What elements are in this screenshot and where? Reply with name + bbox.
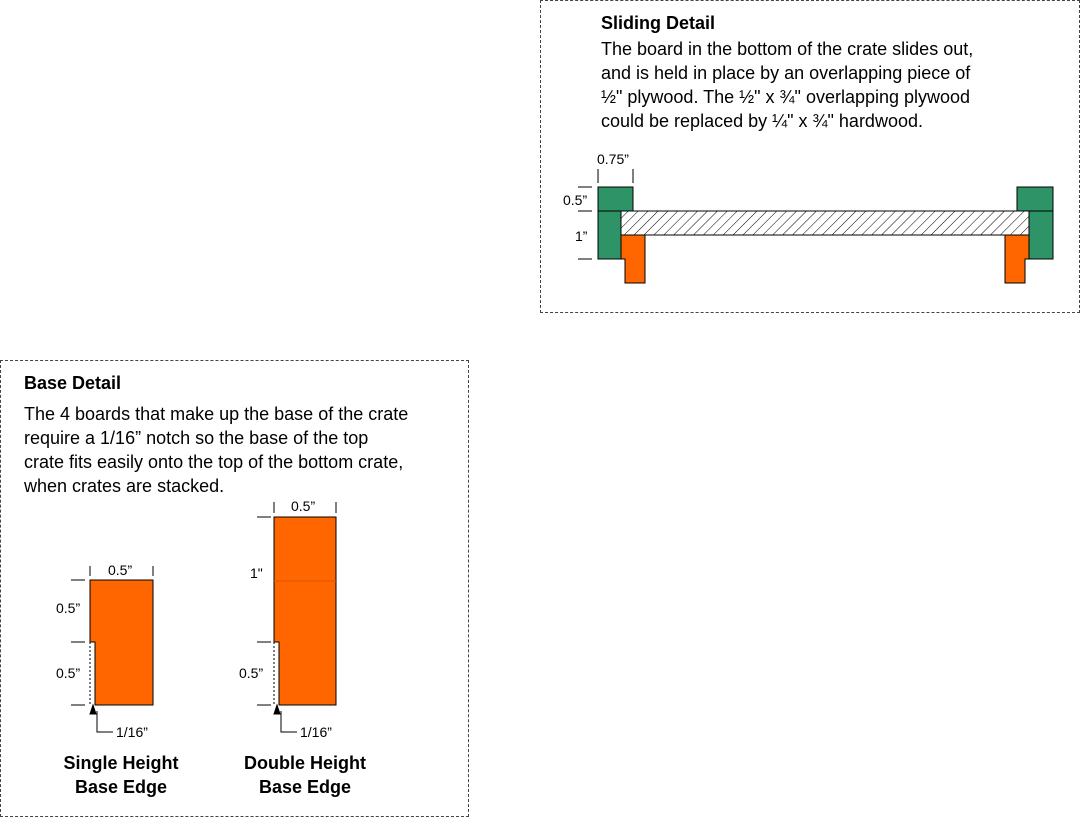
sliding-detail-panel: Sliding Detail The board in the bottom o… — [540, 0, 1080, 313]
double-lower-height-label: 0.5” — [239, 665, 263, 681]
sliding-detail-line-3: ½" plywood. The ½" x ¾" overlapping plyw… — [601, 87, 971, 107]
left-base-edge — [620, 234, 646, 284]
right-side-board — [1028, 210, 1054, 260]
single-dimension-ticks — [71, 566, 154, 733]
double-height-board — [273, 516, 337, 706]
sliding-detail-line-1: The board in the bottom of the crate sli… — [601, 39, 974, 59]
sliding-bottom-board — [620, 210, 1030, 236]
sliding-middle-height-label: 1” — [575, 228, 588, 244]
single-upper-height-label: 0.5” — [56, 600, 80, 616]
single-notch-arrow — [89, 703, 97, 715]
sliding-detail-diagram: 0.75” 0.5” 1” — [563, 151, 1054, 284]
right-top-strip — [1016, 186, 1054, 212]
left-side-board — [597, 210, 622, 260]
double-caption-line-1: Double Height — [244, 753, 366, 773]
single-height-diagram: 0.5” 0.5” 0.5” 1/16” Single Height Base … — [56, 562, 179, 797]
base-detail-title: Base Detail — [24, 373, 122, 393]
sliding-detail-description: The board in the bottom of the crate sli… — [601, 37, 973, 133]
double-upper-height-label: 1" — [250, 565, 263, 581]
base-detail-line-3: crate fits easily onto the top of the bo… — [24, 452, 404, 472]
single-caption-line-1: Single Height — [63, 753, 178, 773]
single-caption-line-2: Base Edge — [75, 777, 167, 797]
base-detail-diagram: 0.5” 0.5” 0.5” 1/16” Single Height Base … — [56, 498, 366, 797]
single-notch-label: 1/16” — [116, 724, 148, 740]
sliding-detail-line-2: and is held in place by an overlapping p… — [601, 63, 971, 83]
double-notch-label: 1/16” — [300, 724, 332, 740]
single-height-board — [89, 579, 154, 706]
double-caption-line-2: Base Edge — [259, 777, 351, 797]
sliding-detail-title: Sliding Detail — [601, 13, 716, 33]
single-lower-height-label: 0.5” — [56, 665, 80, 681]
left-top-strip — [597, 186, 634, 212]
base-detail-panel: Base Detail The 4 boards that make up th… — [0, 360, 469, 817]
sliding-detail-line-4: could be replaced by ¼" x ¾" hardwood. — [601, 111, 923, 131]
single-width-label: 0.5” — [108, 562, 132, 578]
base-detail-line-1: The 4 boards that make up the base of th… — [24, 404, 409, 424]
double-height-diagram: 0.5” 1" 0.5” 1/16” Double Height Base Ed… — [239, 498, 366, 797]
double-notch-arrow — [273, 703, 281, 715]
double-width-label: 0.5” — [291, 498, 315, 514]
sliding-dimension-ticks — [578, 169, 634, 260]
right-base-edge — [1004, 234, 1030, 284]
base-detail-line-4: when crates are stacked. — [24, 476, 225, 496]
base-detail-line-2: require a 1/16” notch so the base of the… — [24, 428, 369, 448]
base-detail-description: The 4 boards that make up the base of th… — [24, 402, 408, 498]
double-dimension-ticks — [257, 502, 337, 733]
sliding-top-height-label: 0.5” — [563, 192, 587, 208]
sliding-width-label: 0.75” — [597, 151, 629, 167]
